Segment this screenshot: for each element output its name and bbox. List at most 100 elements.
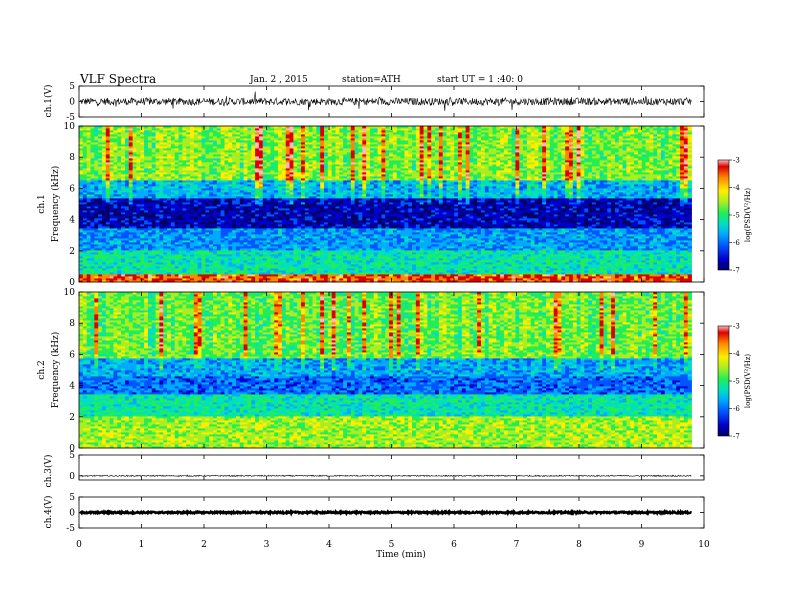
spectrogram-cell (546, 276, 551, 279)
spectrogram-cell (239, 250, 245, 253)
spectrogram-cell (346, 238, 352, 241)
spectrogram-cell (94, 272, 99, 275)
spectrogram-cell (618, 244, 623, 247)
spectrogram-cell (599, 246, 604, 249)
spectrogram-cell (595, 278, 601, 281)
spectrogram-cell (595, 268, 601, 271)
spectrogram-cell (132, 272, 137, 275)
spectrogram-cell (212, 266, 218, 269)
spectrogram-cell (343, 248, 348, 251)
spectrogram-cell (515, 280, 520, 283)
spectrogram-cell (423, 242, 428, 245)
spectrogram-cell (159, 268, 164, 271)
spectrogram-cell (117, 272, 122, 275)
spectrogram-cell (178, 278, 183, 281)
spectrogram-cell (519, 266, 524, 269)
spectrogram-cell (637, 268, 643, 271)
spectrogram-cell (167, 248, 172, 251)
spectrogram-cell (216, 264, 222, 267)
spectrogram-cell (140, 246, 145, 249)
spectrogram-cell (121, 252, 126, 255)
spectrogram-cell (477, 276, 482, 279)
spectrogram-cell (362, 272, 367, 275)
spectrogram-cell (435, 254, 440, 257)
spectrogram-cell (580, 276, 585, 279)
spectrogram-cell (641, 268, 646, 271)
spectrogram-cell (220, 270, 225, 273)
spectrogram-cell (492, 262, 497, 265)
spectrogram-cell (312, 276, 317, 279)
spectrogram-cell (473, 268, 478, 271)
spectrogram-cell (572, 248, 578, 251)
spectrogram-cell (435, 266, 440, 269)
spectrogram-cell (634, 262, 639, 265)
spectrogram-cell (549, 248, 555, 251)
spectrogram-cell (343, 280, 348, 283)
spectrogram-cell (618, 262, 623, 265)
spectrogram-cell (611, 240, 616, 243)
spectrogram-cell (546, 252, 551, 255)
spectrogram-cell (569, 242, 574, 245)
spectrogram-cell (159, 266, 164, 269)
spectrogram-cell (611, 280, 616, 283)
spectrogram-cell (285, 276, 290, 279)
spectrogram-cell (304, 272, 310, 275)
spectrogram-cell (400, 270, 405, 273)
spectrogram-cell (373, 262, 378, 265)
spectrogram-cell (327, 240, 333, 243)
spectrogram-cell (324, 268, 329, 271)
spectrogram-cell (167, 270, 172, 273)
spectrogram-cell (546, 254, 551, 257)
spectrogram-cell (216, 276, 222, 279)
spectrogram-cell (419, 256, 424, 259)
spectrogram-cell (412, 242, 417, 245)
spectrogram-cell (618, 266, 623, 269)
spectrogram-cell (266, 278, 271, 281)
spectrogram-cell (343, 254, 348, 257)
spectrogram-cell (278, 248, 283, 251)
spectrogram-cell (614, 246, 620, 249)
spectrogram-cell (503, 264, 509, 267)
spectrogram-cell (174, 262, 179, 265)
spectrogram-cell (492, 248, 497, 251)
spectrogram-cell (132, 262, 137, 265)
spectrogram-cell (289, 240, 294, 243)
spectrogram-cell (362, 260, 367, 263)
spectrogram-cell (124, 244, 130, 247)
spectrogram-cell (431, 238, 436, 241)
spectrogram-cell (649, 242, 654, 245)
spectrogram-cell (676, 256, 681, 259)
spectrogram-cell (599, 278, 604, 281)
spectrogram-cell (634, 258, 639, 261)
spectrogram-cell (672, 252, 677, 255)
spectrogram-cell (457, 242, 463, 245)
spectrogram-cell (561, 250, 566, 253)
spectrogram-cell (354, 252, 359, 255)
spectrogram-cell (350, 240, 356, 243)
spectrogram-cell (354, 246, 359, 249)
spectrogram-cell (431, 254, 436, 257)
spectrogram-cell (121, 236, 126, 239)
spectrogram-cell (327, 266, 333, 269)
spectrogram-cell (285, 272, 290, 275)
spectrogram-cell (500, 280, 505, 283)
spectrogram-cell (151, 278, 156, 281)
spectrogram-cell (534, 240, 539, 243)
spectrogram-cell (86, 244, 91, 247)
spectrogram-cell (167, 254, 172, 257)
spectrogram-cell (423, 240, 428, 243)
spectrogram-cell (389, 258, 394, 261)
spectrogram-cell (136, 280, 141, 283)
spectrogram-cell (641, 266, 646, 269)
spectrogram-cell (94, 236, 99, 239)
spectrogram-cell (140, 268, 145, 271)
spectrogram-cell (446, 254, 451, 257)
spectrogram-cell (412, 264, 417, 267)
spectrogram-cell (312, 258, 317, 261)
spectrogram-cell (500, 262, 505, 265)
spectrogram-cell (335, 274, 340, 277)
spectrogram-cell (634, 280, 639, 283)
spectrogram-cell (285, 258, 290, 261)
spectrogram-cell (457, 254, 463, 257)
spectrogram-cell (565, 242, 570, 245)
